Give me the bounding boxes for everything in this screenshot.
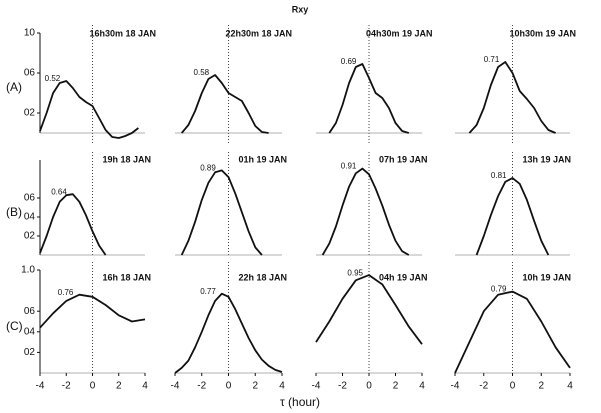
x-tick-label: 2 (252, 381, 258, 392)
x-tick-label: 4 (419, 381, 425, 392)
x-tick-label: -4 (451, 381, 460, 392)
row-label: (B) (6, 205, 22, 219)
x-tick-label: 0 (90, 381, 96, 392)
y-tick-label: 10 (24, 28, 36, 39)
panel-title: 10h 19 JAN (523, 272, 572, 282)
peak-label: 0.91 (341, 162, 357, 171)
panel-title: 19h 18 JAN (103, 154, 152, 164)
peak-label: 0.95 (347, 268, 363, 277)
x-axis-label: τ (hour) (280, 395, 320, 409)
panel-title: 13h 19 JAN (523, 154, 572, 164)
y-tick-label: 06 (24, 306, 36, 317)
y-tick-label: 02 (24, 231, 36, 242)
peak-label: 0.64 (51, 187, 67, 196)
y-tick-label: 04 (24, 212, 36, 223)
x-tick-label: 4 (279, 381, 285, 392)
panel-title: 16h30m 18 JAN (90, 28, 157, 38)
peak-label: 0.58 (194, 68, 210, 77)
curve (39, 293, 146, 329)
x-tick-label: 2 (393, 381, 399, 392)
y-tick-label: 02 (24, 347, 36, 358)
x-tick-label: -4 (312, 381, 321, 392)
curve (468, 61, 556, 134)
panel-title: 04h30m 19 JAN (366, 28, 433, 38)
peak-label: 0.89 (200, 164, 216, 173)
x-tick-label: 4 (142, 381, 148, 392)
peak-label: 0.52 (45, 74, 61, 83)
peak-label: 0.79 (491, 285, 507, 294)
x-tick-label: 2 (116, 381, 122, 392)
panel-title: 16h 18 JAN (103, 272, 152, 282)
curve (181, 74, 269, 134)
y-tick-label: 06 (24, 68, 36, 79)
row-label: (A) (6, 80, 22, 94)
x-tick-label: 4 (567, 381, 573, 392)
curve (174, 292, 283, 374)
curve (315, 274, 423, 345)
curve (39, 193, 107, 256)
x-tick-label: -2 (62, 381, 71, 392)
peak-label: 0.81 (491, 171, 507, 180)
peak-label: 0.77 (200, 287, 216, 296)
curve (475, 177, 550, 256)
panel-title: 04h 19 JAN (379, 272, 428, 282)
x-tick-label: -4 (36, 381, 45, 392)
x-tick-label: 0 (226, 381, 232, 392)
y-tick-label: 04 (24, 326, 36, 337)
curve (39, 80, 139, 139)
panel-title: 22h 18 JAN (239, 272, 288, 282)
y-tick-label: 02 (24, 108, 36, 119)
peak-label: 0.76 (58, 288, 74, 297)
x-tick-label: -2 (479, 381, 488, 392)
peak-label: 0.69 (341, 57, 357, 66)
panel-title: 07h 19 JAN (379, 154, 428, 164)
x-tick-label: -2 (338, 381, 347, 392)
y-tick-label: 1.0 (21, 265, 35, 276)
curve (180, 169, 263, 256)
y-tick-label: 06 (24, 193, 36, 204)
x-tick-label: 0 (510, 381, 516, 392)
x-tick-label: -2 (197, 381, 206, 392)
panel-title: 10h30m 19 JAN (510, 28, 577, 38)
curve (454, 290, 571, 374)
panel-title: 22h30m 18 JAN (226, 28, 293, 38)
figure-title: Rxy (292, 4, 309, 14)
peak-label: 0.71 (484, 55, 500, 64)
curve (321, 167, 410, 256)
panel-title: 01h 19 JAN (239, 154, 288, 164)
curve (328, 63, 410, 134)
x-tick-label: -4 (171, 381, 180, 392)
x-tick-label: 0 (366, 381, 372, 392)
x-tick-label: 2 (538, 381, 544, 392)
row-label: (C) (6, 319, 23, 333)
